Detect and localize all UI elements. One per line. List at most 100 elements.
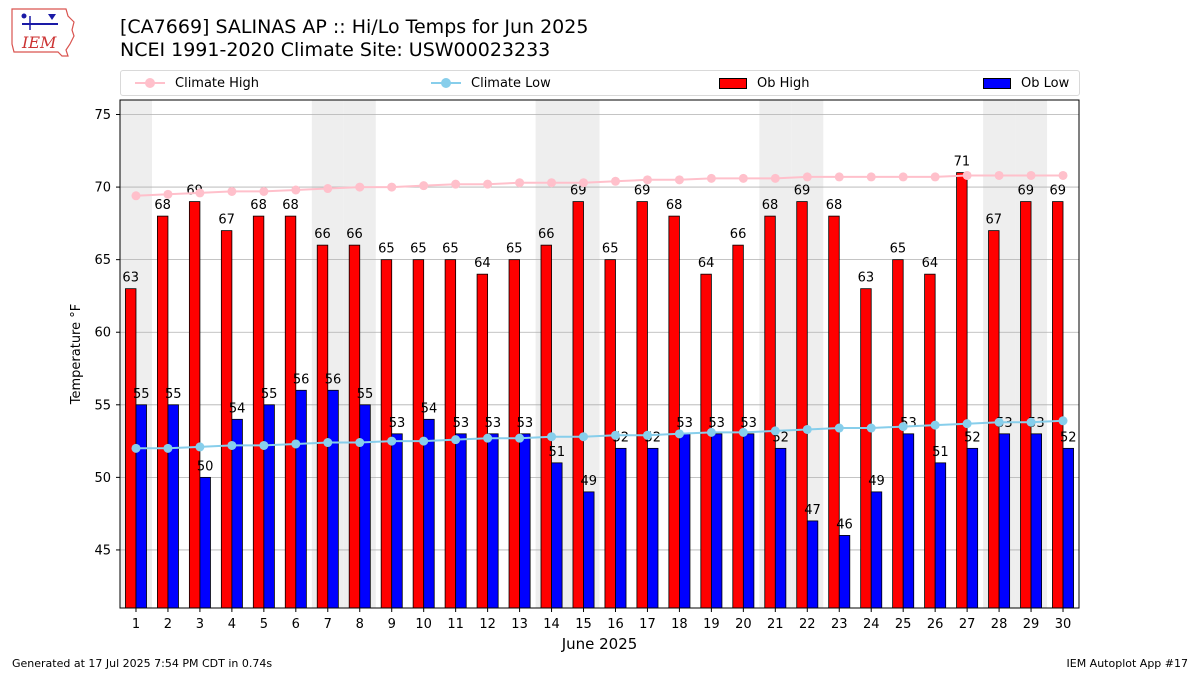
ob-high-value-label: 65	[602, 242, 619, 257]
ob-low-bar	[391, 433, 403, 609]
ob-high-value-label: 64	[922, 256, 939, 271]
climate-high-point	[834, 172, 844, 182]
climate-low-point	[483, 433, 493, 443]
ob-high-value-label: 65	[410, 242, 427, 257]
ob-high-bar	[668, 215, 680, 609]
legend-ob-low: Ob Low	[983, 71, 1069, 95]
ob-low-bar	[583, 491, 595, 609]
x-tick-label: 24	[863, 617, 880, 632]
x-tick-label: 27	[959, 617, 976, 632]
climate-high-point	[323, 184, 333, 194]
climate-low-point	[610, 430, 620, 440]
x-tick-label: 18	[671, 617, 688, 632]
x-tick-label: 26	[927, 617, 944, 632]
ob-low-value-label: 53	[676, 416, 693, 431]
ob-low-bar	[710, 433, 723, 609]
ob-high-value-label: 66	[730, 227, 747, 242]
ob-low-bar	[359, 404, 371, 609]
ob-high-bar	[924, 273, 936, 609]
y-tick-label: 45	[94, 543, 111, 558]
legend-climate-low-label: Climate Low	[471, 75, 551, 91]
climate-low-point	[547, 432, 557, 442]
ob-low-value-label: 55	[133, 387, 150, 402]
climate-low-point	[1026, 417, 1036, 427]
climate-low-point	[323, 438, 333, 448]
x-tick-label: 20	[735, 617, 752, 632]
chart-title: [CA7669] SALINAS AP :: Hi/Lo Temps for J…	[120, 16, 588, 62]
climate-high-point	[674, 175, 684, 185]
climate-low-point	[163, 443, 173, 453]
climate-high-point	[451, 179, 461, 189]
x-tick-label: 16	[607, 617, 624, 632]
climate-high-point	[770, 173, 780, 183]
ob-high-value-label: 69	[794, 184, 811, 199]
ob-high-value-label: 68	[826, 198, 843, 213]
x-tick-label: 15	[575, 617, 592, 632]
ob-low-bar	[838, 535, 851, 609]
climate-high-point	[259, 186, 269, 196]
ob-low-value-label: 52	[1060, 430, 1077, 445]
ob-high-value-label: 69	[1049, 184, 1066, 199]
climate-high-point	[131, 191, 141, 201]
ob-high-bar	[796, 201, 808, 609]
ob-low-value-label: 50	[197, 459, 214, 474]
x-tick-label: 8	[356, 617, 364, 632]
climate-low-point	[355, 438, 365, 448]
ob-low-value-label: 55	[165, 387, 182, 402]
ob-high-bar	[764, 215, 776, 609]
climate-low-point	[674, 429, 684, 439]
climate-high-point	[706, 173, 716, 183]
iem-logo: IEM	[11, 8, 75, 57]
title-line-2: NCEI 1991-2020 Climate Site: USW00023233	[120, 39, 551, 61]
legend-climate-low: Climate Low	[429, 71, 551, 95]
ob-high-value-label: 63	[122, 271, 139, 286]
ob-low-value-label: 54	[421, 401, 438, 416]
legend-ob-low-label: Ob Low	[1021, 75, 1070, 91]
ob-low-bar	[519, 433, 531, 609]
ob-low-bar	[167, 404, 179, 609]
y-tick-label: 60	[94, 326, 111, 341]
climate-low-point	[451, 435, 461, 445]
ob-high-bar	[508, 259, 520, 609]
ob-low-bar	[295, 389, 307, 609]
x-tick-label: 3	[196, 617, 204, 632]
x-tick-label: 1	[132, 617, 140, 632]
x-tick-label: 28	[991, 617, 1008, 632]
y-tick-label: 55	[94, 398, 111, 413]
ob-high-bar	[956, 172, 968, 609]
ob-low-value-label: 49	[581, 474, 598, 489]
climate-high-point	[387, 182, 397, 192]
ob-high-bar	[572, 201, 584, 609]
title-line-1: [CA7669] SALINAS AP :: Hi/Lo Temps for J…	[120, 16, 589, 38]
ob-high-value-label: 69	[1018, 184, 1035, 199]
ob-low-value-label: 51	[549, 445, 566, 460]
ob-high-bar	[1052, 201, 1064, 609]
ob-high-bar	[220, 230, 233, 609]
ob-low-value-label: 53	[485, 416, 502, 431]
ob-low-bar	[774, 447, 787, 609]
climate-high-point	[419, 181, 429, 191]
ob-high-swatch	[719, 77, 747, 89]
climate-high-point	[579, 178, 589, 188]
climate-high-point	[227, 186, 237, 196]
ob-low-value-label: 53	[389, 416, 406, 431]
y-tick-label: 50	[94, 471, 111, 486]
climate-low-point	[579, 432, 589, 442]
x-tick-label: 29	[1023, 617, 1040, 632]
climate-high-point	[962, 170, 972, 180]
climate-low-point	[994, 417, 1004, 427]
ob-low-bar	[647, 447, 659, 609]
legend-climate-high-label: Climate High	[175, 75, 260, 91]
ob-high-bar	[284, 215, 297, 609]
x-tick-label: 5	[260, 617, 268, 632]
x-tick-label: 6	[292, 617, 300, 632]
climate-high-point	[195, 188, 205, 198]
climate-low-point	[770, 426, 780, 436]
climate-high-point	[802, 172, 812, 182]
ob-low-bar	[615, 447, 627, 609]
legend-climate-high: Climate High	[133, 71, 259, 95]
climate-low-point	[866, 423, 876, 433]
ob-low-value-label: 53	[708, 416, 725, 431]
ob-high-value-label: 68	[154, 198, 171, 213]
